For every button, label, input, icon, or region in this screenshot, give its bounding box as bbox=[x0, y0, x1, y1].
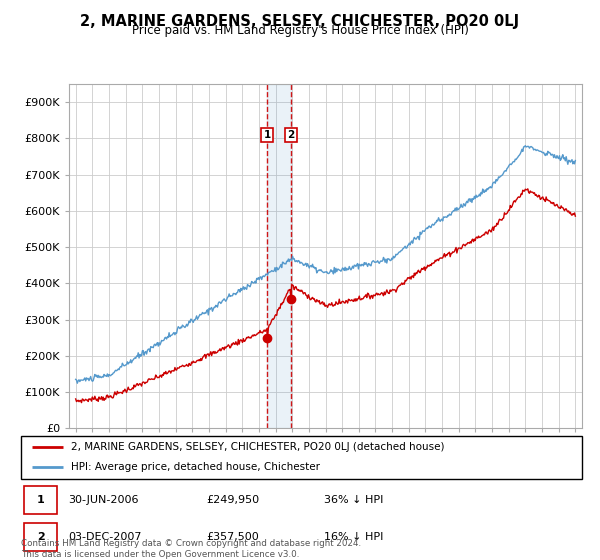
Text: 1: 1 bbox=[37, 494, 44, 505]
Text: 2: 2 bbox=[287, 130, 295, 140]
Text: 2, MARINE GARDENS, SELSEY, CHICHESTER, PO20 0LJ: 2, MARINE GARDENS, SELSEY, CHICHESTER, P… bbox=[80, 14, 520, 29]
Text: 1: 1 bbox=[263, 130, 271, 140]
Text: 16% ↓ HPI: 16% ↓ HPI bbox=[324, 532, 383, 542]
Bar bbox=[267, 84, 291, 428]
Text: HPI: Average price, detached house, Chichester: HPI: Average price, detached house, Chic… bbox=[71, 462, 320, 472]
Text: 30-JUN-2006: 30-JUN-2006 bbox=[68, 494, 139, 505]
Bar bbox=[24, 523, 58, 551]
Text: £249,950: £249,950 bbox=[206, 494, 259, 505]
Text: 2, MARINE GARDENS, SELSEY, CHICHESTER, PO20 0LJ (detached house): 2, MARINE GARDENS, SELSEY, CHICHESTER, P… bbox=[71, 442, 445, 452]
Text: Contains HM Land Registry data © Crown copyright and database right 2024.
This d: Contains HM Land Registry data © Crown c… bbox=[21, 539, 361, 559]
Text: 03-DEC-2007: 03-DEC-2007 bbox=[68, 532, 142, 542]
Text: 36% ↓ HPI: 36% ↓ HPI bbox=[324, 494, 383, 505]
Text: 2: 2 bbox=[37, 532, 44, 542]
Text: Price paid vs. HM Land Registry's House Price Index (HPI): Price paid vs. HM Land Registry's House … bbox=[131, 24, 469, 37]
Text: £357,500: £357,500 bbox=[206, 532, 259, 542]
Bar bbox=[24, 486, 58, 514]
